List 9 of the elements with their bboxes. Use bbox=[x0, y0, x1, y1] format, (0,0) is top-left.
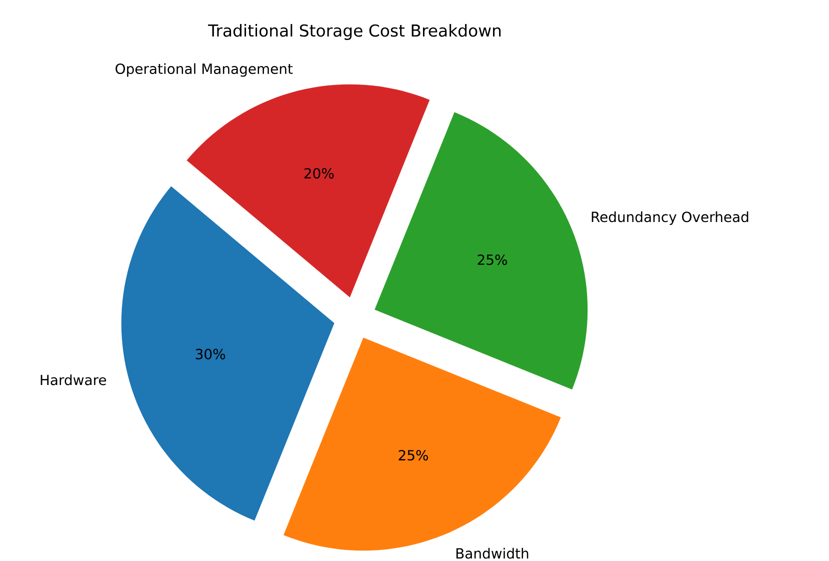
slice-label: Bandwidth bbox=[456, 548, 528, 559]
chart-title: Traditional Storage Cost Breakdown bbox=[208, 24, 501, 40]
data-label: 20% bbox=[304, 168, 334, 179]
slice-label: Redundancy Overhead bbox=[592, 211, 748, 225]
slice-label: Hardware bbox=[40, 374, 106, 386]
data-label: 30% bbox=[196, 348, 226, 360]
data-label: 25% bbox=[398, 450, 428, 461]
data-label: 25% bbox=[478, 254, 507, 266]
slice-label: Operational Management bbox=[116, 63, 293, 77]
